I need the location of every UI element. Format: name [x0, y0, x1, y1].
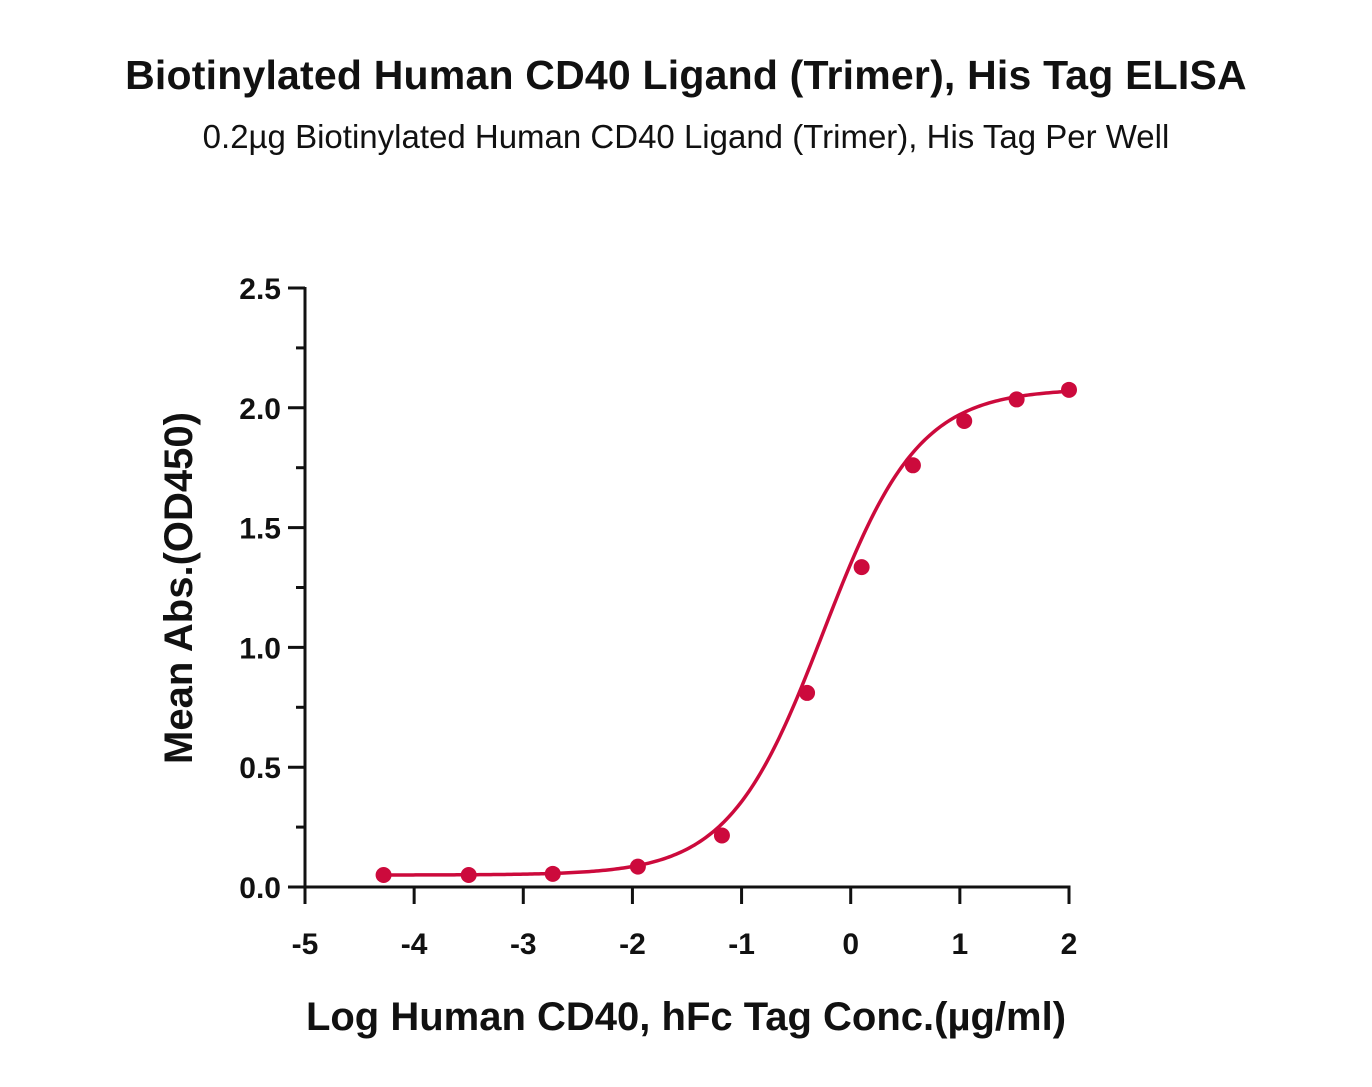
- chart-title: Biotinylated Human CD40 Ligand (Trimer),…: [125, 52, 1247, 98]
- x-tick-label: -1: [728, 928, 755, 961]
- data-point: [904, 457, 921, 474]
- x-tick-label: 2: [1061, 928, 1078, 961]
- y-tick-label: 0.5: [239, 752, 281, 785]
- y-tick-label: 2.0: [239, 393, 281, 426]
- chart-subtitle: 0.2µg Biotinylated Human CD40 Ligand (Tr…: [202, 118, 1170, 155]
- data-point: [799, 684, 816, 701]
- x-tick-label: -5: [292, 928, 319, 961]
- data-point: [713, 827, 730, 844]
- fit-curve: [383, 389, 1070, 877]
- data-point: [1008, 391, 1025, 408]
- chart-axes: 0.0 0.5 1.0 1.5 2.0 2.5 -5 -4 -3 -2 -1 0 1 2: [239, 273, 1077, 961]
- data-point: [853, 559, 870, 576]
- data-point: [460, 867, 477, 884]
- y-tick-label: 1.5: [239, 513, 281, 546]
- data-point: [544, 865, 561, 882]
- x-tick-label: -4: [401, 928, 428, 961]
- fit-curve-layer: [383, 389, 1070, 877]
- x-tick-label: -2: [619, 928, 646, 961]
- data-point: [375, 867, 392, 884]
- x-axis-label: Log Human CD40, hFc Tag Conc.(µg/ml): [306, 995, 1066, 1039]
- y-axis-label: Mean Abs.(OD450): [157, 412, 201, 764]
- y-tick-label: 2.5: [239, 273, 281, 306]
- data-point: [956, 412, 973, 429]
- y-tick-label: 0.0: [239, 872, 281, 905]
- x-tick-label: 0: [842, 928, 859, 961]
- x-tick-label: -3: [510, 928, 537, 961]
- data-point: [1061, 381, 1077, 398]
- data-points-layer: [375, 381, 1077, 884]
- y-tick-label: 1.0: [239, 632, 281, 665]
- data-point: [629, 858, 646, 875]
- x-tick-label: 1: [952, 928, 969, 961]
